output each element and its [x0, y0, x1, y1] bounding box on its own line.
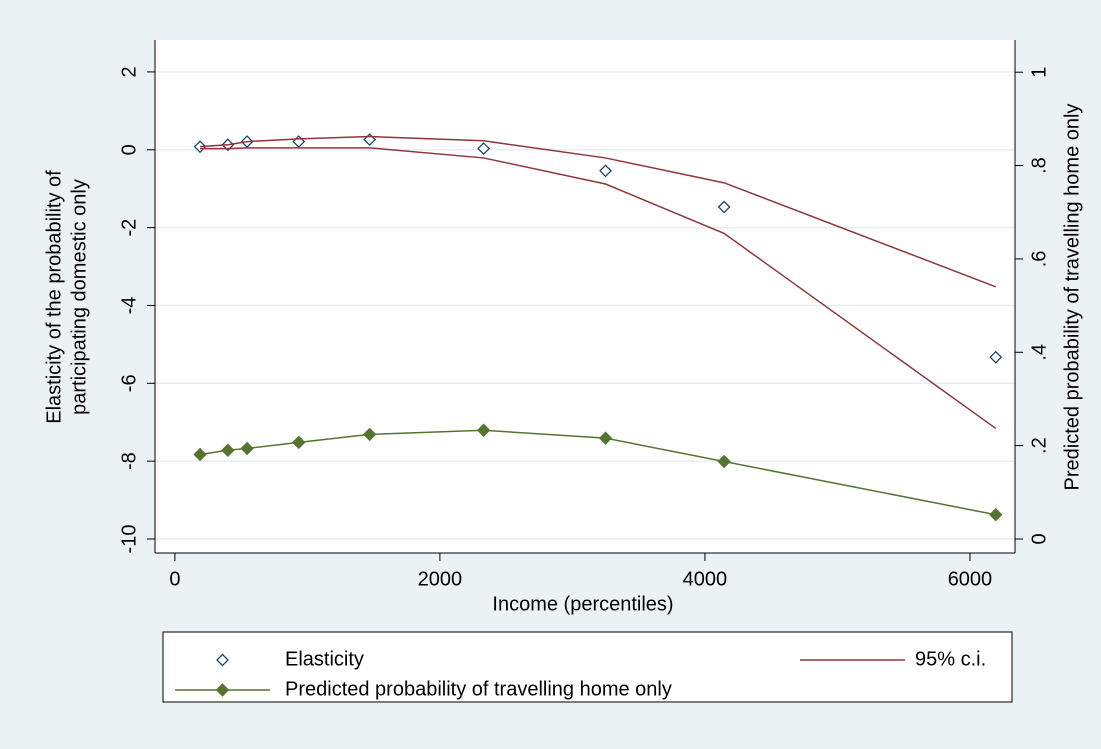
- y2-tick-label: .6: [1028, 251, 1050, 268]
- y2-tick-label: .8: [1028, 157, 1050, 174]
- legend-label: Predicted probability of travelling home…: [285, 678, 672, 700]
- legend-label: 95% c.i.: [915, 648, 986, 670]
- y-tick-label: -8: [118, 452, 140, 470]
- y-tick-label: -2: [118, 219, 140, 237]
- ci-line: [200, 147, 997, 430]
- y-axis-title: participating domestic only: [68, 179, 90, 415]
- y2-tick-label: 1: [1028, 67, 1050, 78]
- legend-marker: [216, 653, 229, 667]
- probability-marker: [989, 508, 1003, 522]
- probability-marker: [362, 427, 377, 442]
- ci-line: [200, 135, 997, 288]
- plot: -10 -8 -6 -4 -2 0 2 0 .2 .4 .6 .8 1 0 2000 4000 6000 Inco…: [43, 40, 1083, 700]
- probability-marker: [476, 423, 491, 437]
- probability-marker: [221, 443, 235, 458]
- y2-axis-title: Predicted probability of travelling home…: [1061, 104, 1083, 491]
- x-tick-label: 4000: [683, 568, 728, 590]
- y2-tick-label: .4: [1028, 344, 1050, 361]
- probability-marker: [717, 454, 731, 469]
- x-tick-label: 2000: [418, 568, 463, 590]
- x-tick-label: 0: [169, 568, 180, 590]
- y-tick-label: 0: [118, 144, 140, 155]
- y2-tick-label: .2: [1028, 437, 1050, 454]
- y-tick-label: 2: [118, 66, 140, 77]
- y-tick-label: -6: [118, 374, 140, 392]
- x-tick-label: 6000: [948, 568, 993, 590]
- legend-marker: [215, 683, 230, 697]
- probability-marker: [240, 441, 254, 456]
- probability-marker: [193, 447, 207, 462]
- y-axis-title: Elasticity of the probability of: [43, 170, 65, 424]
- legend-box: [162, 631, 1013, 703]
- elasticity-marker: [717, 200, 731, 214]
- legend-label: Elasticity: [285, 648, 364, 670]
- x-axis-title: Income (percentiles): [492, 593, 673, 615]
- y-tick-label: -10: [118, 525, 140, 554]
- y2-tick-label: 0: [1028, 533, 1050, 544]
- elasticity-marker: [989, 350, 1003, 364]
- probability-marker: [598, 431, 613, 445]
- plot-region: [155, 40, 1015, 553]
- elasticity-marker: [477, 142, 491, 156]
- elasticity-marker: [599, 164, 612, 178]
- y-tick-label: -4: [118, 297, 140, 315]
- probability-marker: [292, 435, 306, 450]
